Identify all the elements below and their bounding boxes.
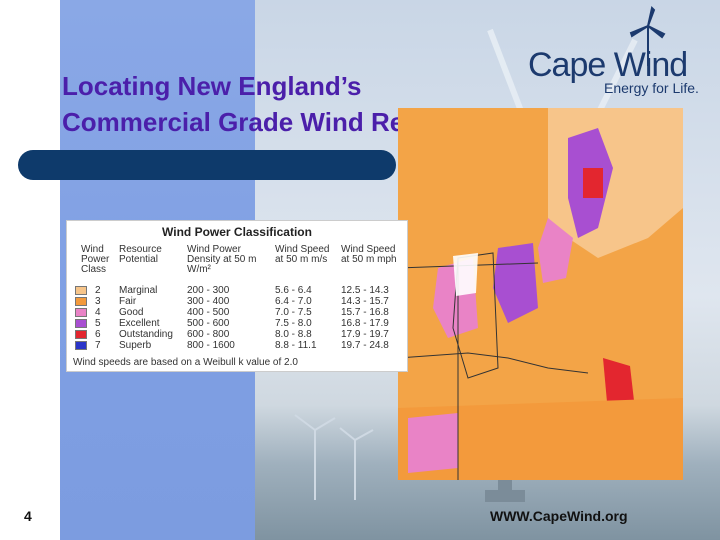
logo-tagline: Energy for Life. [604, 80, 699, 96]
legend-footnote: Wind speeds are based on a Weibull k val… [73, 357, 298, 368]
legend-potential: Fair [119, 296, 137, 307]
legend-swatch [75, 286, 87, 295]
legend-ms: 8.8 - 11.1 [275, 340, 317, 351]
legend-mph: 15.7 - 16.8 [341, 307, 389, 318]
legend-class: 3 [95, 296, 101, 307]
legend-potential: Marginal [119, 285, 158, 296]
legend-row: 5 Excellent 500 - 600 7.5 - 8.0 16.8 - 1… [73, 318, 403, 329]
legend-row: 2 Marginal 200 - 300 5.6 - 6.4 12.5 - 14… [73, 285, 403, 296]
legend-class: 4 [95, 307, 101, 318]
legend-class: 7 [95, 340, 101, 351]
legend-density: 300 - 400 [187, 296, 230, 307]
legend-ms: 8.0 - 8.8 [275, 329, 312, 340]
title-line-1: Locating New England’s [62, 71, 362, 101]
legend-row: 3 Fair 300 - 400 6.4 - 7.0 14.3 - 15.7 [73, 296, 403, 307]
legend-swatch [75, 341, 87, 350]
legend-mph: 12.5 - 14.3 [341, 285, 389, 296]
logo-wordmark: Cape Wind [528, 46, 688, 84]
legend-mph: 16.8 - 17.9 [341, 318, 389, 329]
legend-ms: 7.0 - 7.5 [275, 307, 312, 318]
wind-power-legend: Wind Power Classification Wind Power Cla… [66, 220, 408, 372]
legend-density: 200 - 300 [187, 285, 230, 296]
legend-class: 5 [95, 318, 101, 329]
legend-potential: Excellent [119, 318, 160, 329]
legend-row: 6 Outstanding 600 - 800 8.0 - 8.8 17.9 -… [73, 329, 403, 340]
legend-header-ms: Wind Speed at 50 m m/s [275, 244, 330, 265]
new-england-map-graphic [397, 108, 683, 480]
legend-mph: 17.9 - 19.7 [341, 329, 389, 340]
slide-sidebar [0, 0, 60, 540]
wind-resource-map [397, 108, 683, 480]
legend-potential: Superb [119, 340, 152, 351]
legend-header-mph: Wind Speed at 50 m mph [341, 244, 397, 265]
legend-header-potential: Resource Potential [119, 244, 162, 265]
footer-url-link[interactable]: WWW.CapeWind.org [490, 508, 628, 524]
legend-density: 500 - 600 [187, 318, 230, 329]
legend-class: 2 [95, 285, 101, 296]
legend-mph: 19.7 - 24.8 [341, 340, 389, 351]
legend-header-density: Wind Power Density at 50 m W/m² [187, 244, 257, 275]
legend-swatch [75, 297, 87, 306]
legend-swatch [75, 319, 87, 328]
legend-density: 600 - 800 [187, 329, 230, 340]
legend-title: Wind Power Classification [162, 225, 312, 239]
cape-wind-logo-icon [629, 6, 666, 66]
legend-density: 800 - 1600 [187, 340, 235, 351]
title-underline-bar [18, 150, 396, 180]
legend-header-class: Wind Power Class [81, 244, 110, 275]
legend-density: 400 - 500 [187, 307, 230, 318]
legend-ms: 6.4 - 7.0 [275, 296, 312, 307]
legend-row: 4 Good 400 - 500 7.0 - 7.5 15.7 - 16.8 [73, 307, 403, 318]
legend-class: 6 [95, 329, 101, 340]
legend-ms: 5.6 - 6.4 [275, 285, 312, 296]
legend-potential: Outstanding [119, 329, 173, 340]
slide-number: 4 [24, 508, 32, 524]
legend-swatch [75, 330, 87, 339]
legend-ms: 7.5 - 8.0 [275, 318, 312, 329]
legend-swatch [75, 308, 87, 317]
legend-row: 7 Superb 800 - 1600 8.8 - 11.1 19.7 - 24… [73, 340, 403, 351]
legend-mph: 14.3 - 15.7 [341, 296, 389, 307]
legend-potential: Good [119, 307, 144, 318]
